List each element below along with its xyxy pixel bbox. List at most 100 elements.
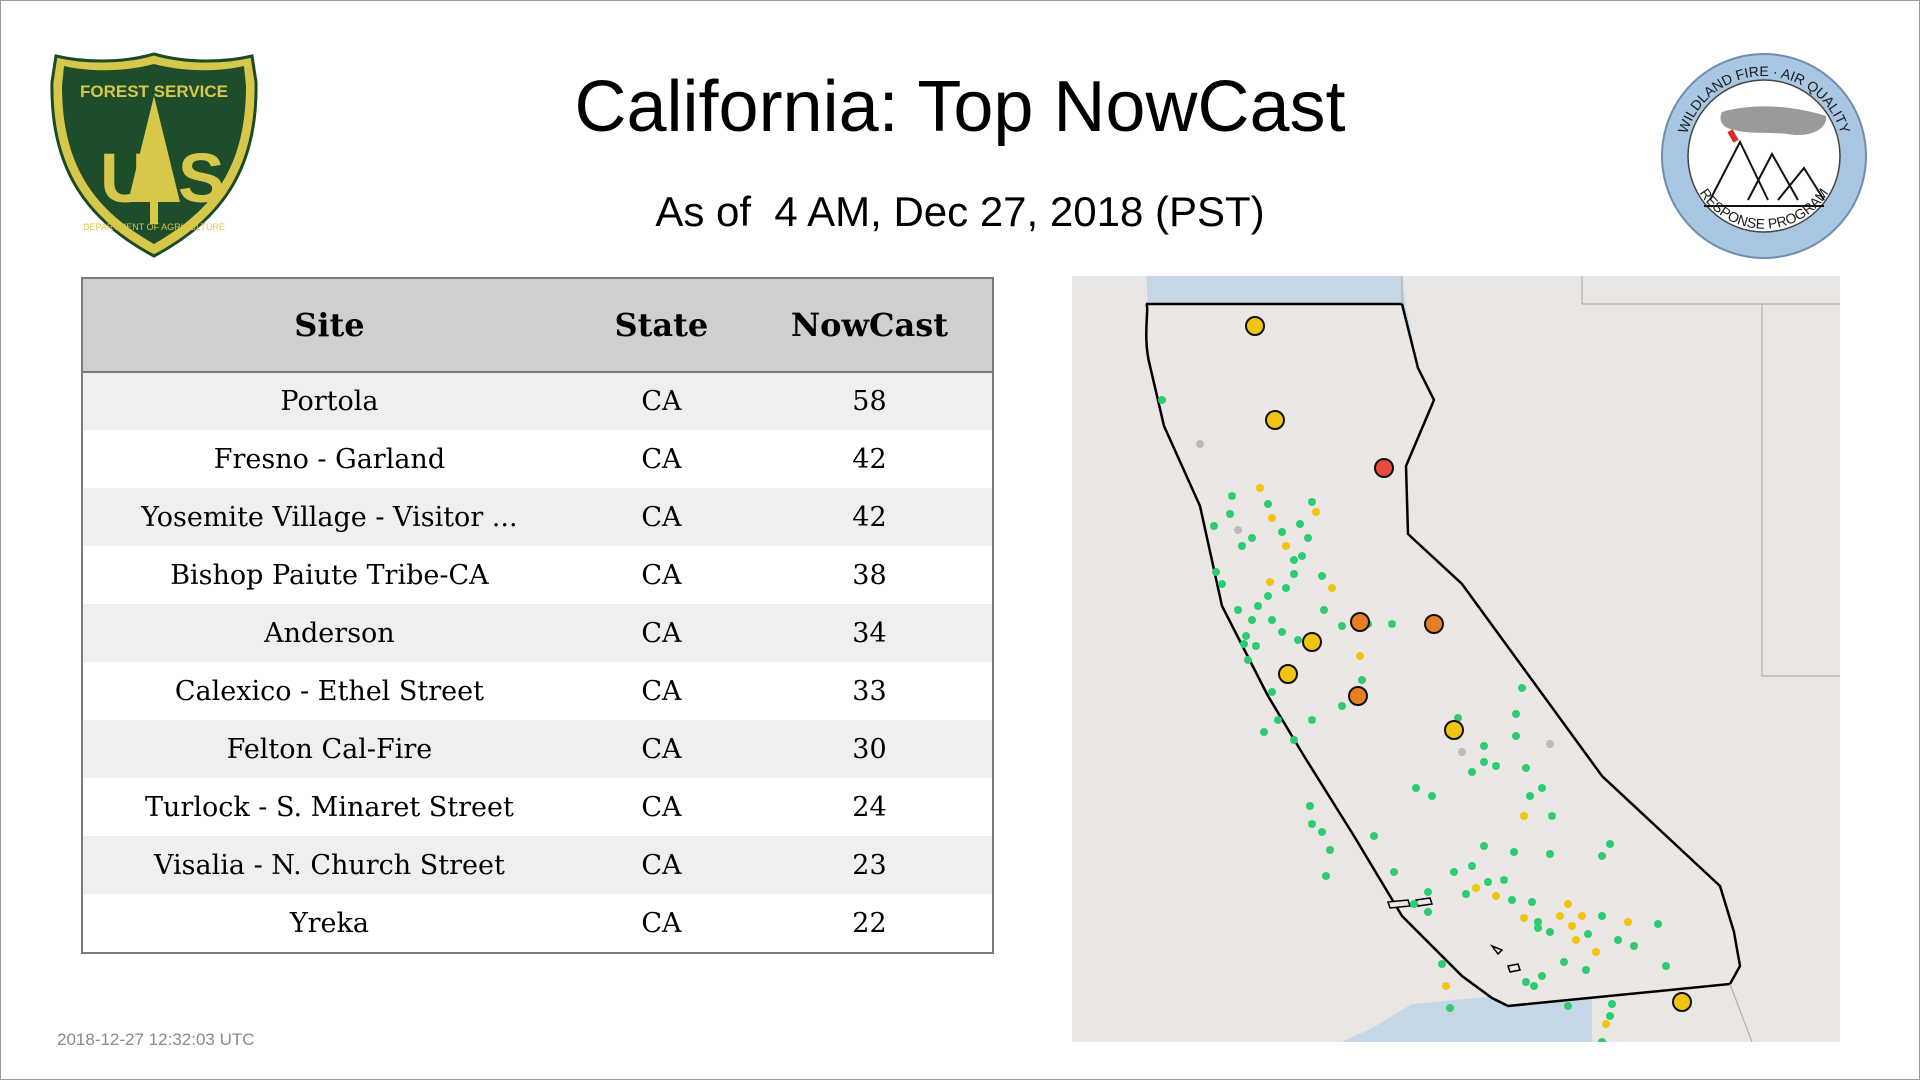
monitor-point[interactable] bbox=[1282, 542, 1290, 550]
monitor-point[interactable] bbox=[1318, 572, 1326, 580]
monitor-point[interactable] bbox=[1512, 732, 1520, 740]
monitor-point[interactable] bbox=[1234, 606, 1242, 614]
monitor-point[interactable] bbox=[1598, 1038, 1606, 1042]
monitor-point[interactable] bbox=[1390, 868, 1398, 876]
monitor-point[interactable] bbox=[1654, 920, 1662, 928]
monitor-point[interactable] bbox=[1564, 900, 1572, 908]
monitor-point[interactable] bbox=[1528, 898, 1536, 906]
monitor-point[interactable] bbox=[1304, 534, 1312, 542]
monitor-point[interactable] bbox=[1484, 878, 1492, 886]
monitor-point[interactable] bbox=[1256, 484, 1264, 492]
monitor-point[interactable] bbox=[1370, 832, 1378, 840]
monitor-point[interactable] bbox=[1522, 764, 1530, 772]
monitor-point[interactable] bbox=[1290, 736, 1298, 744]
california-monitor-map[interactable] bbox=[1072, 276, 1840, 1042]
top-site-marker[interactable] bbox=[1245, 316, 1265, 336]
monitor-point[interactable] bbox=[1508, 896, 1516, 904]
monitor-point[interactable] bbox=[1468, 862, 1476, 870]
top-site-marker[interactable] bbox=[1278, 664, 1298, 684]
monitor-point[interactable] bbox=[1412, 784, 1420, 792]
top-site-marker[interactable] bbox=[1350, 612, 1370, 632]
monitor-point[interactable] bbox=[1568, 922, 1576, 930]
monitor-point[interactable] bbox=[1458, 748, 1466, 756]
monitor-point[interactable] bbox=[1264, 592, 1272, 600]
monitor-point[interactable] bbox=[1296, 520, 1304, 528]
monitor-point[interactable] bbox=[1546, 928, 1554, 936]
monitor-point[interactable] bbox=[1248, 534, 1256, 542]
monitor-point[interactable] bbox=[1598, 912, 1606, 920]
monitor-point[interactable] bbox=[1238, 542, 1246, 550]
monitor-point[interactable] bbox=[1560, 958, 1568, 966]
monitor-point[interactable] bbox=[1278, 528, 1286, 536]
monitor-point[interactable] bbox=[1322, 872, 1330, 880]
top-site-marker[interactable] bbox=[1302, 632, 1322, 652]
monitor-point[interactable] bbox=[1260, 728, 1268, 736]
top-site-marker[interactable] bbox=[1424, 614, 1444, 634]
monitor-point[interactable] bbox=[1630, 942, 1638, 950]
monitor-point[interactable] bbox=[1234, 526, 1242, 534]
top-site-marker[interactable] bbox=[1265, 410, 1285, 430]
monitor-point[interactable] bbox=[1326, 846, 1334, 854]
monitor-point[interactable] bbox=[1268, 688, 1276, 696]
monitor-point[interactable] bbox=[1266, 578, 1274, 586]
monitor-point[interactable] bbox=[1608, 1000, 1616, 1008]
monitor-point[interactable] bbox=[1602, 1020, 1610, 1028]
monitor-point[interactable] bbox=[1428, 792, 1436, 800]
monitor-point[interactable] bbox=[1462, 890, 1470, 898]
monitor-point[interactable] bbox=[1278, 628, 1286, 636]
monitor-point[interactable] bbox=[1388, 620, 1396, 628]
monitor-point[interactable] bbox=[1534, 924, 1542, 932]
monitor-point[interactable] bbox=[1218, 580, 1226, 588]
monitor-point[interactable] bbox=[1254, 602, 1262, 610]
monitor-point[interactable] bbox=[1480, 758, 1488, 766]
column-header-nowcast[interactable]: NowCast bbox=[790, 306, 949, 344]
monitor-point[interactable] bbox=[1308, 498, 1316, 506]
monitor-point[interactable] bbox=[1538, 972, 1546, 980]
monitor-point[interactable] bbox=[1520, 914, 1528, 922]
monitor-point[interactable] bbox=[1290, 556, 1298, 564]
monitor-point[interactable] bbox=[1318, 828, 1326, 836]
monitor-point[interactable] bbox=[1228, 492, 1236, 500]
monitor-point[interactable] bbox=[1530, 982, 1538, 990]
monitor-point[interactable] bbox=[1212, 568, 1220, 576]
monitor-point[interactable] bbox=[1308, 820, 1316, 828]
monitor-point[interactable] bbox=[1226, 510, 1234, 518]
monitor-point[interactable] bbox=[1356, 652, 1364, 660]
monitor-point[interactable] bbox=[1624, 918, 1632, 926]
monitor-point[interactable] bbox=[1606, 840, 1614, 848]
monitor-point[interactable] bbox=[1290, 570, 1298, 578]
monitor-point[interactable] bbox=[1158, 396, 1166, 404]
monitor-point[interactable] bbox=[1242, 632, 1250, 640]
monitor-point[interactable] bbox=[1472, 884, 1480, 892]
monitor-point[interactable] bbox=[1662, 962, 1670, 970]
top-site-marker[interactable] bbox=[1348, 686, 1368, 706]
monitor-point[interactable] bbox=[1268, 616, 1276, 624]
monitor-point[interactable] bbox=[1480, 742, 1488, 750]
monitor-point[interactable] bbox=[1338, 622, 1346, 630]
monitor-point[interactable] bbox=[1584, 930, 1592, 938]
monitor-point[interactable] bbox=[1328, 584, 1336, 592]
monitor-point[interactable] bbox=[1306, 802, 1314, 810]
monitor-point[interactable] bbox=[1210, 522, 1218, 530]
monitor-point[interactable] bbox=[1564, 1002, 1572, 1010]
monitor-point[interactable] bbox=[1598, 852, 1606, 860]
monitor-point[interactable] bbox=[1264, 500, 1272, 508]
column-header-site[interactable]: Site bbox=[294, 306, 365, 344]
monitor-point[interactable] bbox=[1298, 552, 1306, 560]
monitor-point[interactable] bbox=[1450, 868, 1458, 876]
monitor-point[interactable] bbox=[1518, 684, 1526, 692]
monitor-point[interactable] bbox=[1248, 616, 1256, 624]
monitor-point[interactable] bbox=[1442, 982, 1450, 990]
monitor-point[interactable] bbox=[1268, 514, 1276, 522]
monitor-point[interactable] bbox=[1338, 702, 1346, 710]
monitor-point[interactable] bbox=[1252, 642, 1260, 650]
monitor-point[interactable] bbox=[1424, 908, 1432, 916]
monitor-point[interactable] bbox=[1438, 960, 1446, 968]
monitor-point[interactable] bbox=[1546, 850, 1554, 858]
column-header-state[interactable]: State bbox=[614, 306, 709, 344]
monitor-point[interactable] bbox=[1274, 716, 1282, 724]
monitor-point[interactable] bbox=[1500, 876, 1508, 884]
monitor-point[interactable] bbox=[1582, 966, 1590, 974]
monitor-point[interactable] bbox=[1492, 892, 1500, 900]
top-site-marker[interactable] bbox=[1672, 992, 1692, 1012]
